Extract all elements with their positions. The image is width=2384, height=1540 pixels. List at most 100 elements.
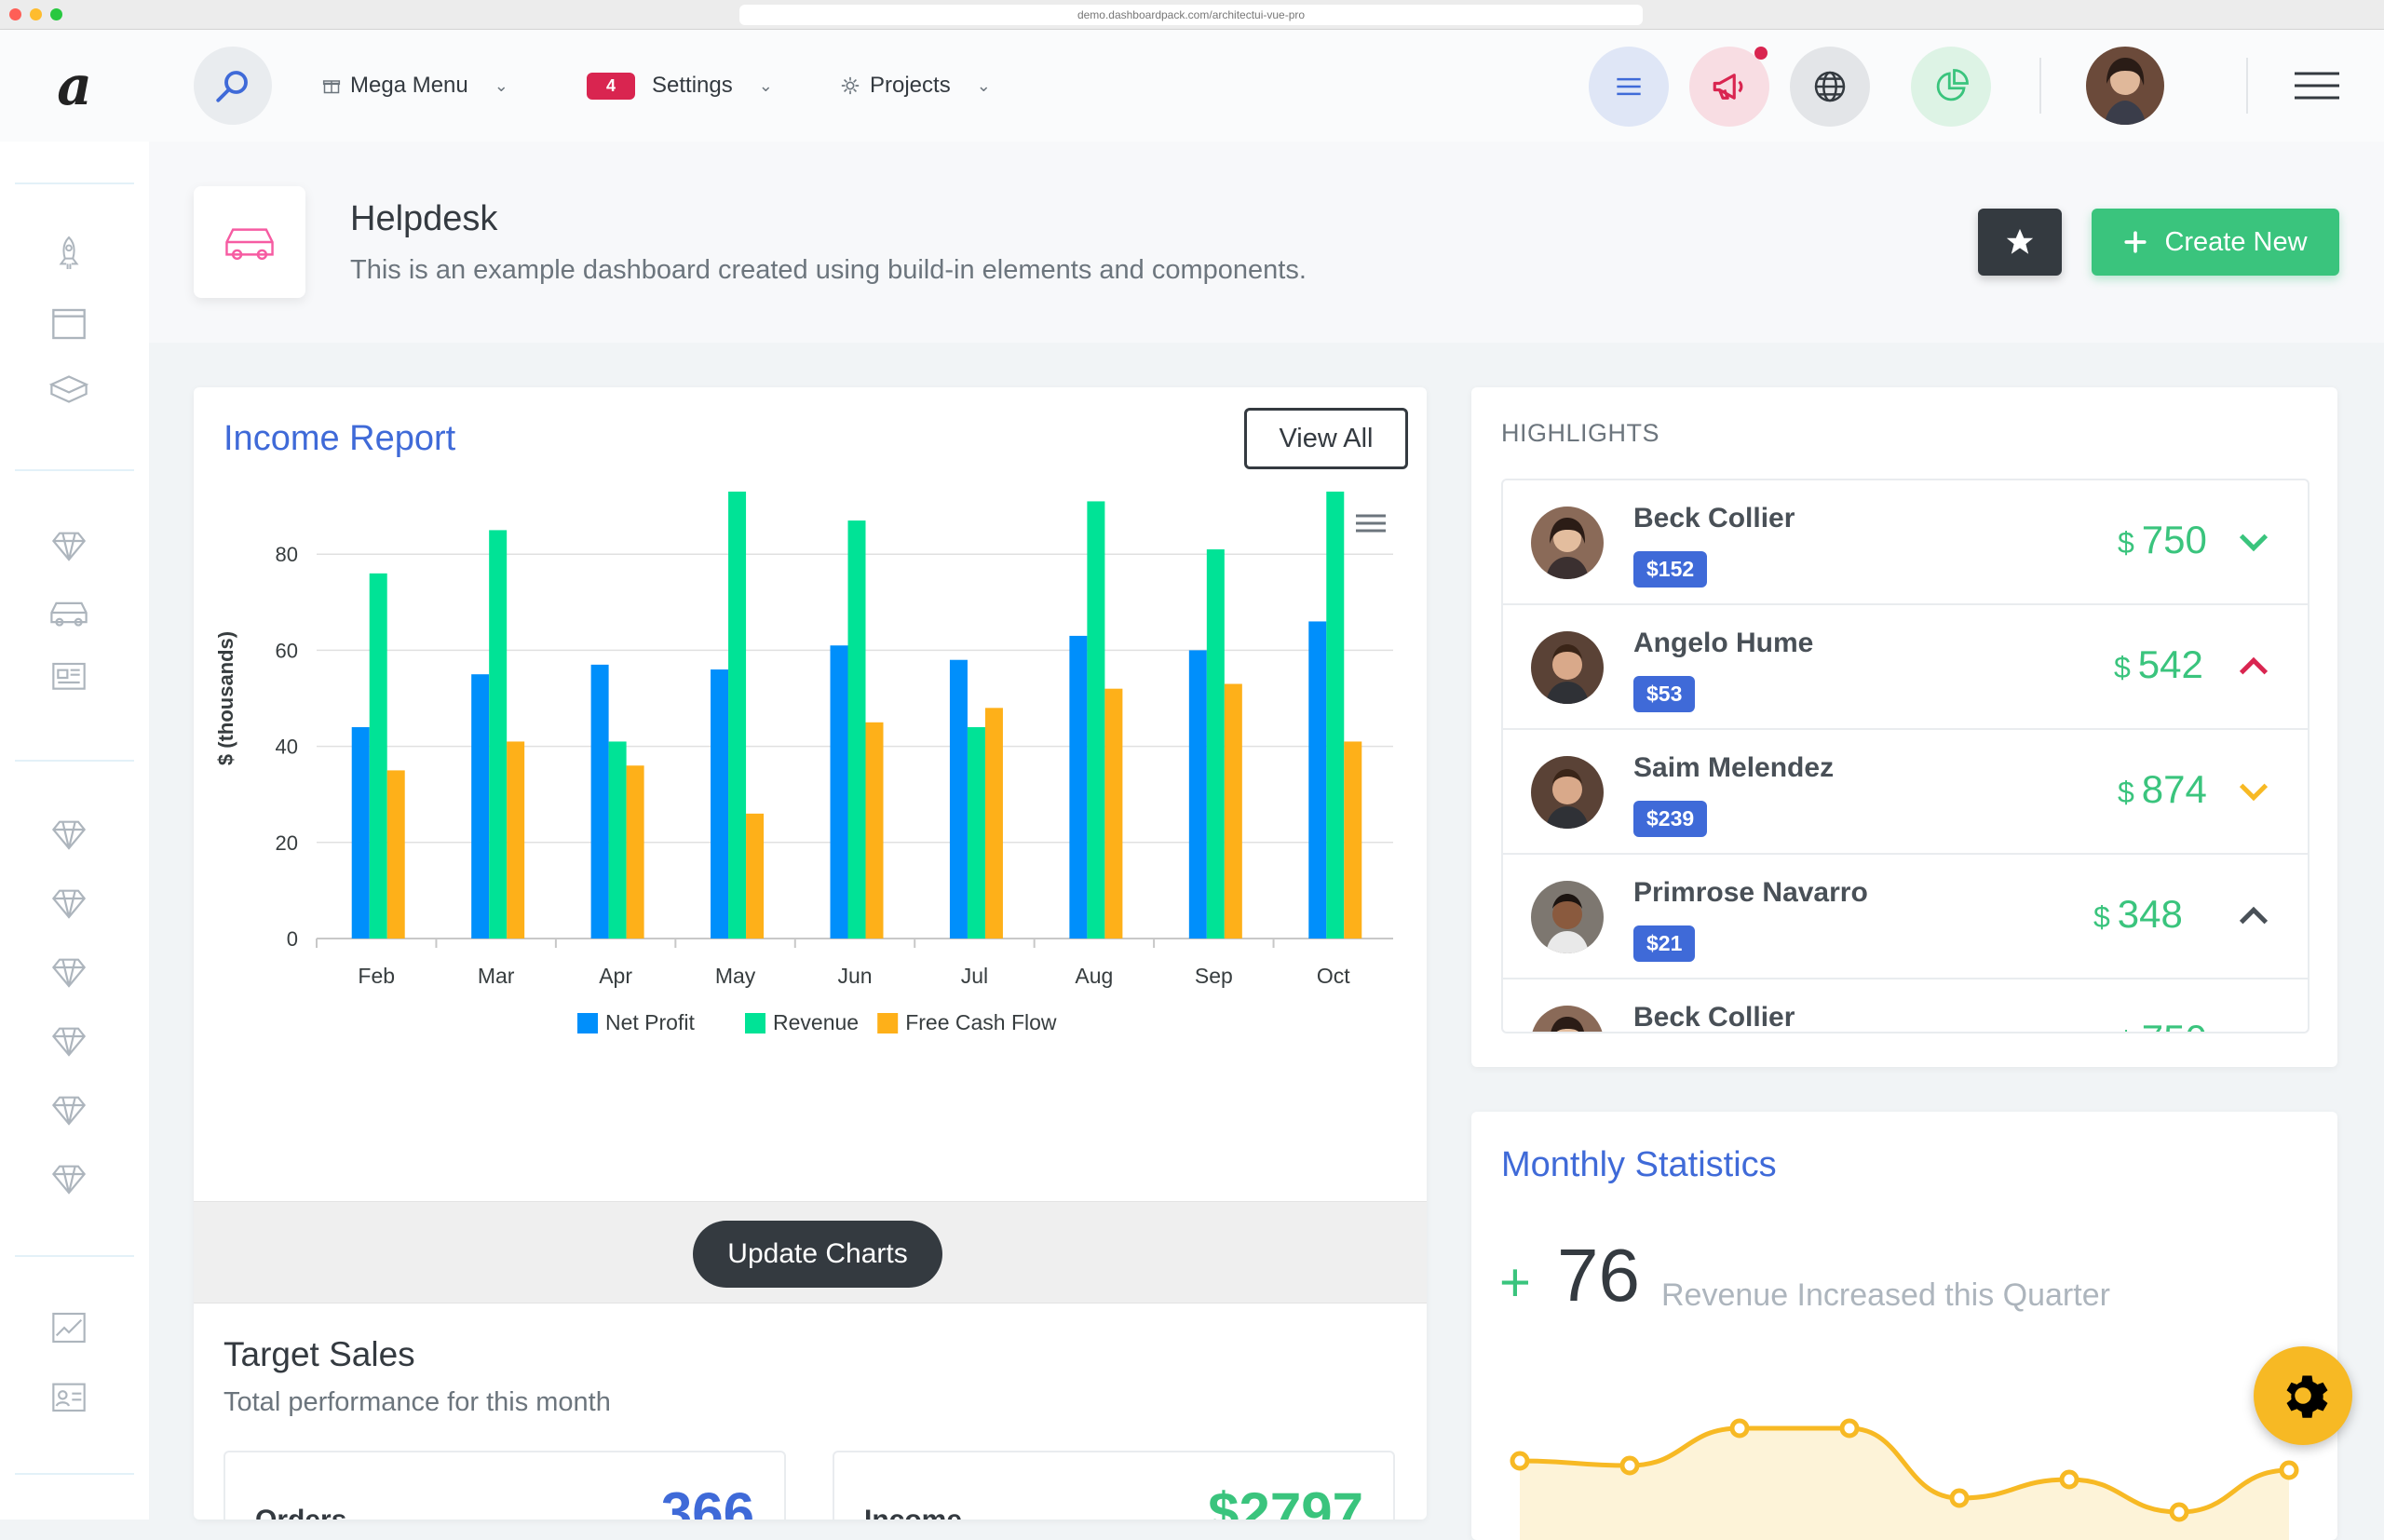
search-button[interactable] — [194, 47, 272, 125]
sidebar-item-helpdesk[interactable] — [48, 592, 89, 633]
bar-net-profit — [831, 645, 848, 939]
car-icon — [223, 223, 277, 262]
maximize-window-button[interactable] — [50, 8, 62, 20]
highlights-list: Beck Collier $152 $750 Angelo Hume $53 $… — [1501, 479, 2310, 1033]
bar-free-cash-flow — [985, 708, 1003, 939]
chevron-down-icon: ⌄ — [759, 76, 773, 96]
highlight-badge: $152 — [1633, 551, 1707, 588]
logo-area[interactable]: a — [0, 30, 149, 142]
theme-settings-button[interactable] — [2254, 1346, 2352, 1445]
avatar — [1531, 507, 1604, 579]
list-item[interactable]: Beck Collier $750 — [1503, 979, 2310, 1033]
sidebar-item-browser[interactable] — [48, 304, 89, 344]
sidebar-item-gem-2[interactable] — [48, 883, 89, 924]
favorite-button[interactable] — [1978, 209, 2062, 276]
bar-free-cash-flow — [746, 814, 764, 939]
close-window-button[interactable] — [9, 8, 21, 20]
income-widget: Income $2797 — [833, 1451, 1395, 1520]
sidebar-item-charts[interactable] — [48, 1307, 89, 1348]
sidebar-item-dashboards[interactable] — [48, 525, 89, 566]
bar-revenue — [848, 520, 866, 939]
stats-button[interactable] — [1911, 47, 1991, 127]
settings-dropdown[interactable]: 4 Settings ⌄ — [587, 67, 773, 104]
income-value: $2797 — [1208, 1480, 1363, 1520]
settings-badge: 4 — [587, 73, 635, 100]
id-card-icon — [50, 1379, 88, 1414]
diamond-icon — [50, 1024, 88, 1058]
cog-icon — [840, 75, 860, 96]
increase-plus-icon: + — [1499, 1251, 1531, 1314]
hamburger-menu-button[interactable] — [2293, 71, 2341, 105]
minimize-window-button[interactable] — [30, 8, 42, 20]
sparkline-point — [2172, 1505, 2187, 1520]
bar-free-cash-flow — [507, 741, 524, 939]
list-item[interactable]: Primrose Navarro $21 $348 — [1503, 855, 2310, 979]
sidebar-item-gem-5[interactable] — [48, 1089, 89, 1130]
x-tick-label: Jun — [837, 964, 872, 988]
highlights-card: HIGHLIGHTS Beck Collier $152 $750 Angelo… — [1471, 387, 2337, 1067]
page-title: Helpdesk — [350, 199, 497, 239]
sidebar-item-gem-4[interactable] — [48, 1020, 89, 1061]
rocket-icon — [53, 235, 85, 272]
bar-net-profit — [1069, 636, 1087, 939]
target-sales-title: Target Sales — [224, 1335, 415, 1374]
sidebar-item-gem-1[interactable] — [48, 814, 89, 855]
sidebar-item-components[interactable] — [48, 369, 89, 410]
legend-swatch — [577, 1013, 598, 1033]
legend-swatch — [877, 1013, 898, 1033]
legend-label: Free Cash Flow — [905, 1010, 1057, 1034]
x-tick-label: Aug — [1075, 964, 1113, 988]
highlights-title: HIGHLIGHTS — [1501, 419, 1659, 448]
y-tick-label: 0 — [287, 927, 298, 951]
sidebar-item-id-card[interactable] — [48, 1376, 89, 1417]
highlight-amount: $542 — [2114, 642, 2203, 687]
avatar — [1531, 631, 1604, 704]
sidebar-item-gem-3[interactable] — [48, 952, 89, 993]
highlight-name: Angelo Hume — [1633, 628, 1813, 659]
bar-revenue — [489, 530, 507, 939]
list-item[interactable]: Beck Collier $152 $750 — [1503, 480, 2310, 605]
user-avatar[interactable] — [2086, 47, 2164, 125]
x-tick-label: Feb — [358, 964, 395, 988]
pie-chart-icon — [1931, 67, 1971, 106]
create-new-button[interactable]: Create New — [2092, 209, 2339, 276]
sparkline-point — [1952, 1491, 1967, 1506]
bar-free-cash-flow — [387, 770, 405, 939]
highlight-badge: $53 — [1633, 676, 1695, 712]
projects-dropdown[interactable]: Projects ⌄ — [840, 67, 991, 104]
header-divider — [2246, 58, 2248, 114]
projects-label: Projects — [870, 73, 951, 99]
mega-menu-dropdown[interactable]: Mega Menu ⌄ — [322, 67, 508, 104]
bar-revenue — [609, 741, 627, 939]
legend-swatch — [745, 1013, 765, 1033]
page-icon — [194, 186, 305, 298]
income-report-title: Income Report — [224, 419, 455, 459]
x-tick-label: Apr — [599, 964, 632, 988]
monthly-statistics-title: Monthly Statistics — [1501, 1145, 1777, 1185]
sidebar-item-gem-6[interactable] — [48, 1158, 89, 1199]
target-sales-subtitle: Total performance for this month — [224, 1387, 611, 1418]
language-button[interactable] — [1790, 47, 1870, 127]
list-item[interactable]: Saim Melendez $239 $874 — [1503, 730, 2310, 855]
highlight-name: Saim Melendez — [1633, 752, 1834, 784]
sidebar-divider — [15, 1473, 134, 1475]
top-header: a Mega Menu ⌄ 4 Settings ⌄ Projects ⌄ — [0, 30, 2384, 142]
sidebar-divider — [15, 1255, 134, 1257]
url-bar[interactable]: demo.dashboardpack.com/architectui-vue-p… — [739, 5, 1643, 25]
list-item[interactable]: Angelo Hume $53 $542 — [1503, 605, 2310, 730]
bar-net-profit — [1308, 621, 1326, 939]
sparkline-point — [1842, 1421, 1857, 1436]
bar-net-profit — [471, 674, 489, 939]
x-tick-label: Oct — [1317, 964, 1350, 988]
browser-icon — [50, 305, 88, 343]
update-charts-button[interactable]: Update Charts — [693, 1221, 942, 1288]
sidebar-item-news[interactable] — [48, 657, 89, 698]
sparkline-point — [1732, 1421, 1747, 1436]
bar-net-profit — [352, 727, 370, 939]
highlight-badge: $21 — [1633, 925, 1695, 962]
grid-menu-button[interactable] — [1589, 47, 1669, 127]
orders-label: Orders — [255, 1505, 346, 1520]
bar-revenue — [1087, 501, 1104, 939]
view-all-button[interactable]: View All — [1244, 408, 1408, 469]
sidebar-item-rocket[interactable] — [48, 233, 89, 274]
